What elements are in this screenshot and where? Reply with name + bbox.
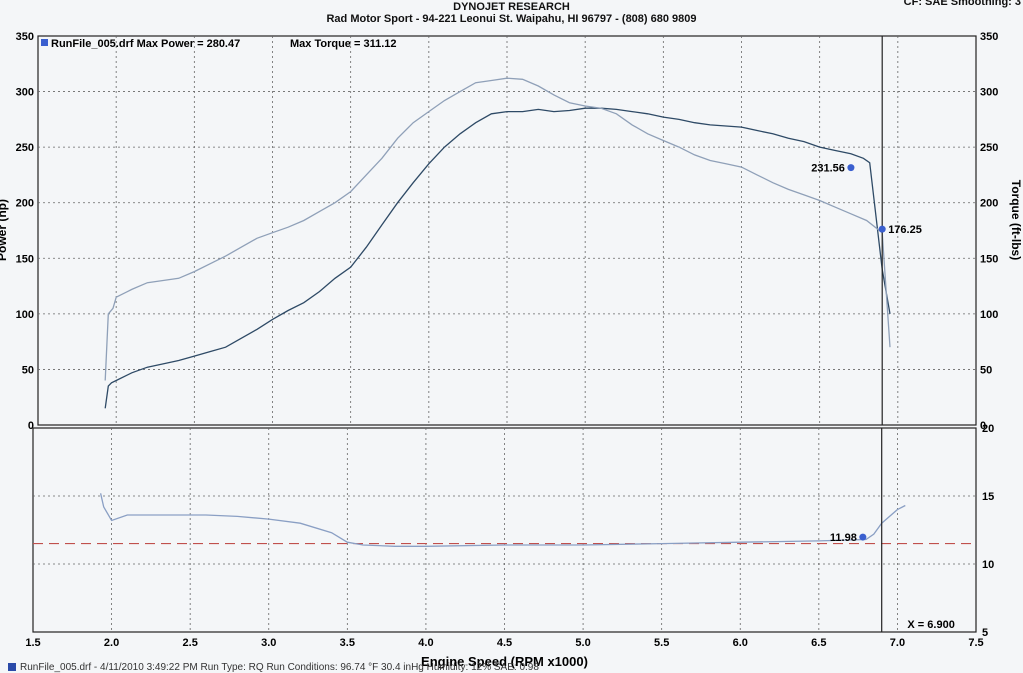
run-info-footer: RunFile_005.drf - 4/11/2010 3:49:22 PM R… (8, 662, 539, 673)
y-tick-label: 20 (982, 423, 994, 435)
afr-line (99, 493, 906, 547)
y2-tick-label: 50 (980, 364, 992, 376)
x-tick-label: 4.0 (418, 637, 433, 649)
y-tick-label: 150 (16, 253, 34, 265)
y2-tick-label: 250 (980, 142, 998, 154)
run-color-icon (8, 663, 16, 672)
y-tick-label: 100 (16, 309, 34, 321)
y2-tick-label: 150 (980, 253, 998, 265)
y2-tick-label: 0 (980, 420, 986, 432)
top-plot: 0 50 100 150 200 250 300 350 0 50 100 150 200 250 300 3… (0, 31, 1023, 432)
chart-subtitle: Rad Motor Sport - 94-221 Leonui St. Waip… (326, 13, 697, 25)
y2-tick-label: 300 (980, 87, 998, 99)
legend-torque: Max Torque = 311.12 (290, 38, 397, 50)
x-tick-label: 3.0 (261, 637, 276, 649)
x-tick-label: 7.0 (890, 637, 905, 649)
value-label: 176.25 (888, 224, 922, 236)
marker-dot (859, 533, 867, 541)
x-tick-label: 6.0 (733, 637, 748, 649)
y2-tick-label: 200 (980, 198, 998, 210)
y-tick-label: 300 (16, 87, 34, 99)
x-tick-label: 6.5 (811, 637, 826, 649)
marker-dot (878, 225, 886, 233)
x-tick-label: 7.5 (968, 637, 983, 649)
y2-tick-label: 350 (980, 31, 998, 43)
y-tick-label: 15 (982, 491, 994, 503)
y-tick-label: 350 (16, 31, 34, 43)
y2-axis-label: Torque (ft-lbs) (1009, 180, 1023, 260)
y-tick-label: 5 (982, 627, 988, 639)
legend-entry: RunFile_005.drf Max Power = 280.47 (51, 38, 240, 50)
x-tick-label: 3.5 (340, 637, 355, 649)
y2-tick-label: 100 (980, 309, 998, 321)
settings-label: CF: SAE Smoothing: 3 (903, 0, 1021, 8)
chart-title: DYNOJET RESEARCH (453, 1, 570, 13)
legend-color-icon (41, 39, 48, 46)
y-tick-label: 200 (16, 198, 34, 210)
y-tick-label: 10 (982, 559, 994, 571)
power-line (104, 107, 891, 409)
bottom-plot: 5 10 15 20 1.5 2.0 2.5 3.0 3.5 4.0 4.5 5.0 5.5 6.0 6.5… (25, 423, 994, 669)
run-info-text: RunFile_005.drf - 4/11/2010 3:49:22 PM R… (20, 662, 539, 673)
y-tick-label: 0 (28, 420, 34, 432)
marker-dot (847, 164, 855, 172)
y-tick-label: 250 (16, 142, 34, 154)
x-axis-label: Engine Speed (RPM x1000) (421, 654, 588, 669)
value-label: 231.56 (811, 163, 845, 175)
x-tick-label: 1.5 (25, 637, 40, 649)
y-tick-label: 50 (22, 364, 34, 376)
x-tick-label: 5.0 (575, 637, 590, 649)
x-tick-label: 5.5 (654, 637, 669, 649)
y-axis-label: Power (hp) (0, 199, 9, 261)
cursor-readout: X = 6.900 (907, 619, 954, 631)
x-tick-label: 4.5 (497, 637, 512, 649)
torque-line (104, 77, 891, 381)
x-tick-label: 2.5 (183, 637, 198, 649)
value-label: 11.98 (830, 532, 857, 544)
x-tick-label: 2.0 (104, 637, 119, 649)
